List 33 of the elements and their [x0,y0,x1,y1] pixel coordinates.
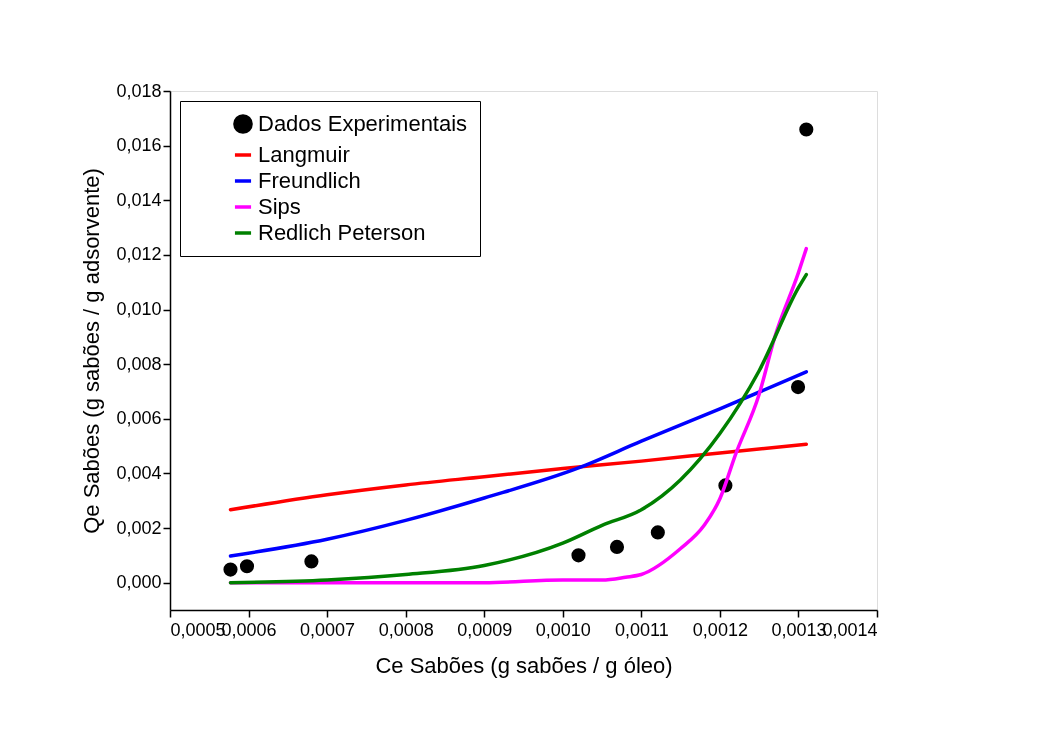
y-tick-label: 0,008 [116,353,162,374]
legend-label: Sips [258,194,301,219]
point [223,562,238,577]
x-tick-label: 0,0010 [535,619,591,640]
y-tick-label: 0,006 [116,408,162,429]
legend-label: Freundlich [258,168,361,193]
point [790,380,806,395]
point [239,559,255,574]
y-tick-label: 0,000 [116,572,162,593]
legend-label: Redlich Peterson [258,220,426,245]
x-tick-label: 0,0008 [378,619,434,640]
point [609,539,625,554]
x-axis-title: Ce Sabões (g sabões / g óleo) [375,652,673,678]
point [304,554,319,569]
point [571,548,586,563]
x-tick-label: 0,0011 [614,619,669,640]
x-tick-label: 0,0007 [300,619,356,640]
y-tick-label: 0,004 [116,462,162,483]
y-axis-title: Qe Sabões (g sabões / g adsorvente) [79,168,105,534]
y-tick-label: 0,014 [116,189,162,210]
legend-label: Dados Experimentais [258,111,468,136]
line-series [228,370,809,558]
x-tick-label: 0,0012 [692,619,748,640]
y-tick-label: 0,002 [116,517,162,538]
point [650,525,665,540]
y-tick-label: 0,018 [116,80,162,101]
y-tick-label: 0,010 [116,299,162,320]
point [799,122,814,137]
y-tick-label: 0,012 [116,244,162,265]
legend-label: Langmuir [258,142,350,167]
line-series [228,442,809,512]
y-tick-label: 0,016 [116,135,162,156]
x-tick-label: 0,0009 [457,619,513,640]
